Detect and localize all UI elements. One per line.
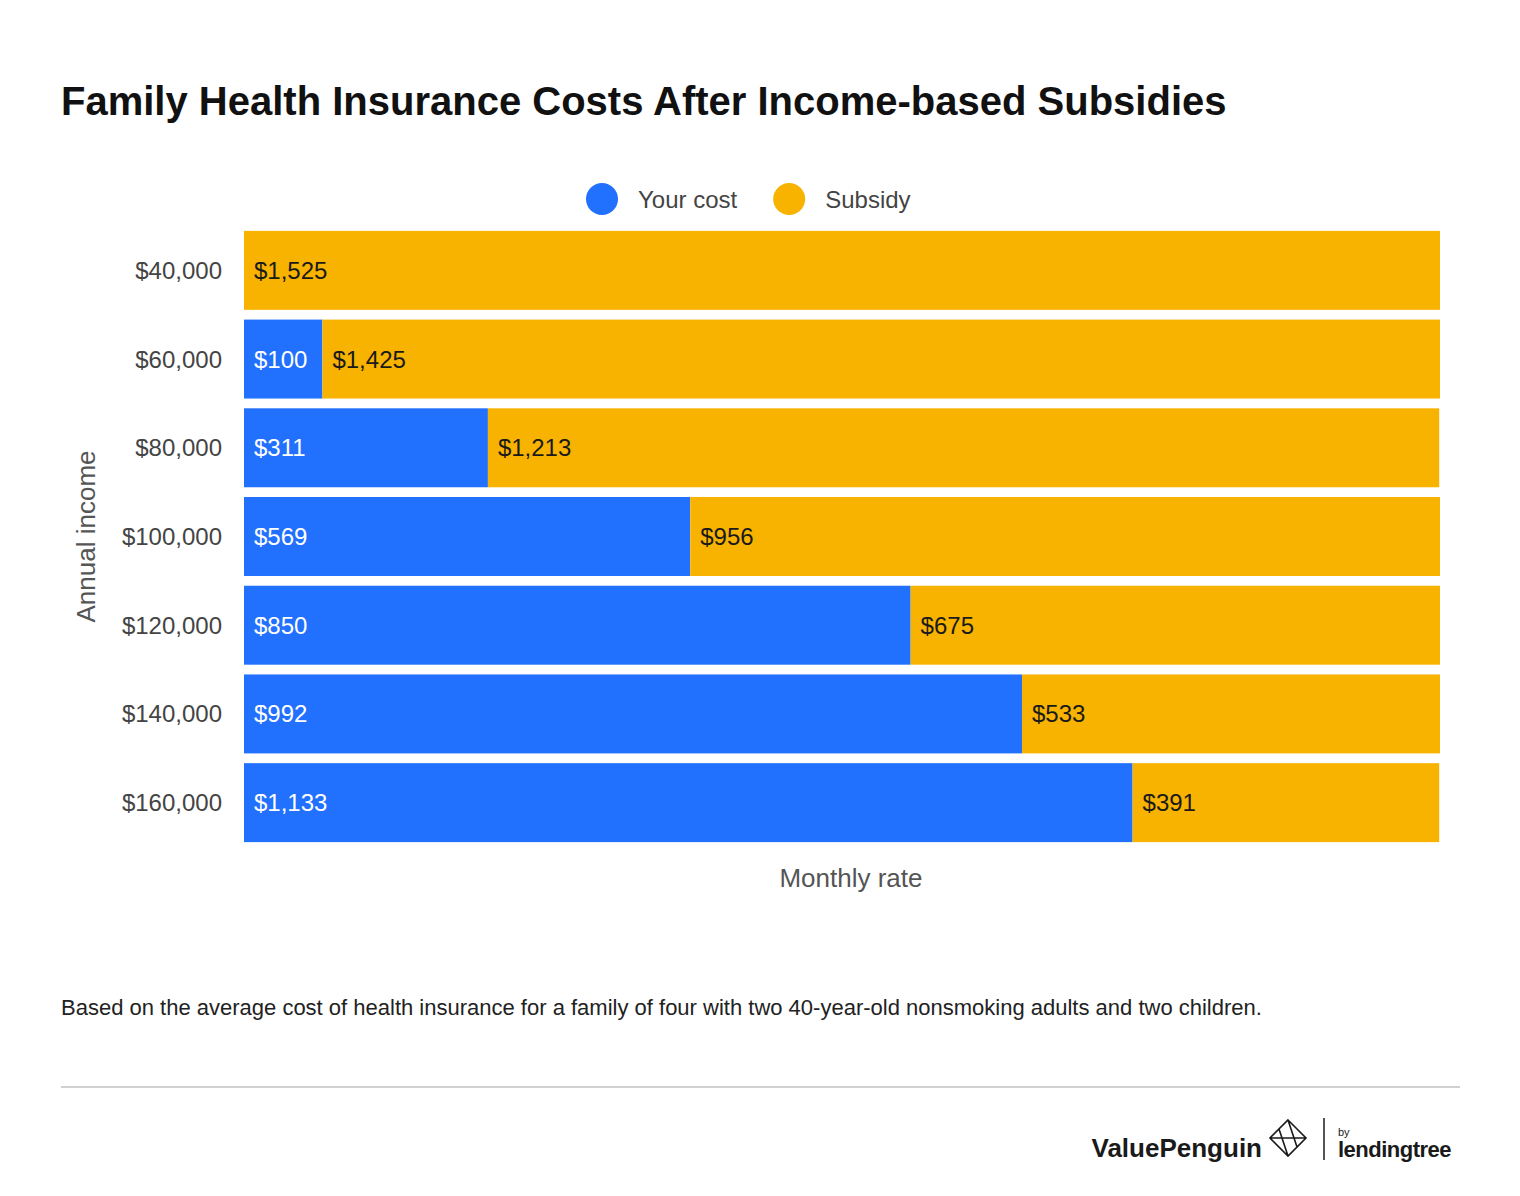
data-label: $992 bbox=[254, 700, 307, 727]
category-label: $160,000 bbox=[122, 789, 222, 816]
data-label: $675 bbox=[921, 612, 974, 639]
brand-divider bbox=[1323, 1118, 1325, 1160]
legend-swatch bbox=[586, 183, 618, 215]
bar-segment bbox=[911, 586, 1440, 665]
category-label: $80,000 bbox=[135, 434, 222, 461]
category-label: $40,000 bbox=[135, 257, 222, 284]
legend: Your cost Subsidy bbox=[586, 183, 911, 215]
bar-segment bbox=[488, 408, 1439, 487]
category-label: $60,000 bbox=[135, 346, 222, 373]
bar-segment bbox=[244, 231, 1440, 310]
data-label: $1,425 bbox=[332, 346, 405, 373]
bar-segment bbox=[244, 763, 1133, 842]
title: Family Health Insurance Costs After Inco… bbox=[61, 79, 1227, 123]
bar-segment bbox=[244, 586, 911, 665]
data-label: $1,213 bbox=[498, 434, 571, 461]
category-label: $100,000 bbox=[122, 523, 222, 550]
legend-label: Your cost bbox=[638, 186, 738, 213]
branding: ValuePenguinbylendingtree bbox=[1092, 1118, 1452, 1163]
bar-segment bbox=[322, 320, 1440, 399]
data-label: $100 bbox=[254, 346, 307, 373]
data-label: $1,133 bbox=[254, 789, 327, 816]
bar-segment bbox=[1133, 763, 1440, 842]
bar-segment bbox=[690, 497, 1440, 576]
bar-segment bbox=[244, 497, 690, 576]
y-axis: $40,000 $60,000 $80,000 $100,000 $120,000 $14… bbox=[122, 257, 222, 816]
data-label: $956 bbox=[700, 523, 753, 550]
bars bbox=[244, 231, 1440, 842]
data-label: $1,525 bbox=[254, 257, 327, 284]
bar-segment bbox=[244, 674, 1022, 753]
data-label: $533 bbox=[1032, 700, 1085, 727]
bar-segment bbox=[1022, 674, 1440, 753]
category-label: $120,000 bbox=[122, 612, 222, 639]
brand-name: ValuePenguin bbox=[1092, 1133, 1263, 1163]
bar-segment bbox=[244, 408, 488, 487]
data-label: $311 bbox=[254, 434, 306, 461]
footnote: Based on the average cost of health insu… bbox=[61, 995, 1262, 1020]
data-labels: $1,525 $100 $1,425 $311 $1,213 $569 $956 $850 $6… bbox=[254, 257, 1196, 816]
category-label: $140,000 bbox=[122, 700, 222, 727]
x-axis-label: Monthly rate bbox=[779, 863, 922, 893]
chart: Family Health Insurance Costs After Inco… bbox=[0, 0, 1520, 1196]
data-label: $391 bbox=[1143, 789, 1196, 816]
data-label: $569 bbox=[254, 523, 307, 550]
separator bbox=[61, 1086, 1460, 1088]
bar-segment bbox=[244, 320, 322, 399]
legend-swatch bbox=[773, 183, 805, 215]
data-label: $850 bbox=[254, 612, 307, 639]
y-axis-label: Annual income bbox=[71, 451, 101, 623]
brand-partner: lendingtree bbox=[1338, 1137, 1451, 1162]
brand-icon-shape bbox=[1270, 1120, 1306, 1156]
legend-label: Subsidy bbox=[825, 186, 910, 213]
brand-icon bbox=[1270, 1120, 1306, 1156]
